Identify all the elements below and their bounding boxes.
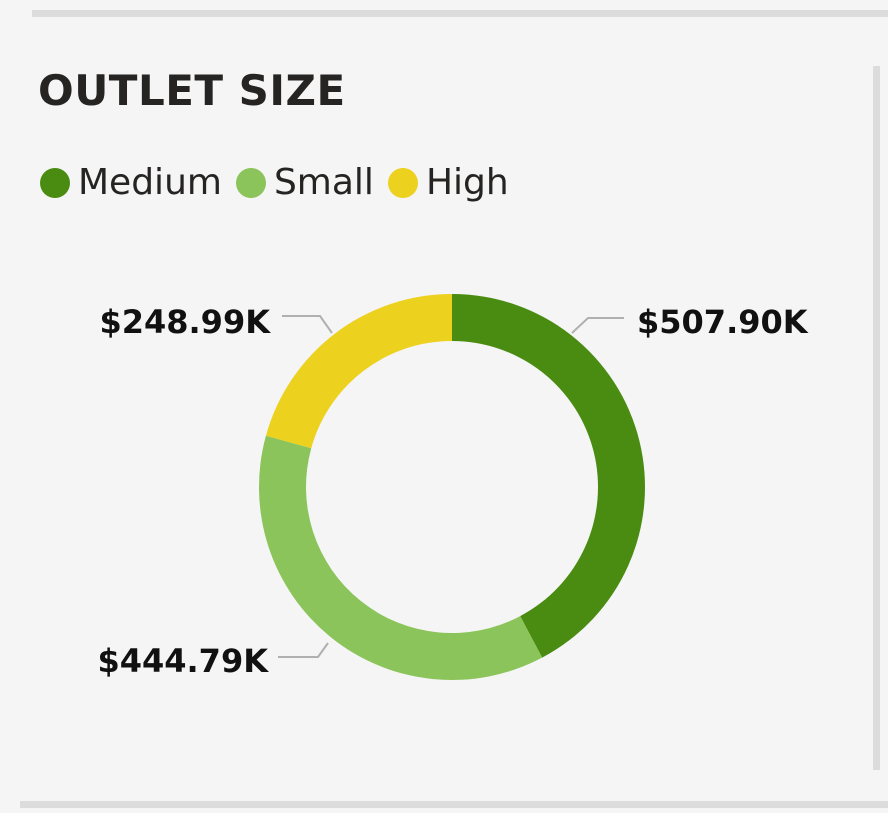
data-label-small: $444.79K (97, 642, 269, 680)
chart-title: OUTLET SIZE (38, 66, 346, 115)
legend-item-high[interactable]: High (387, 162, 509, 203)
legend-dot-high (387, 167, 418, 198)
legend-dot-medium (40, 167, 70, 198)
legend-item-medium[interactable]: Medium (40, 162, 222, 203)
legend-label-medium: Medium (78, 162, 222, 203)
legend: Medium Small High (40, 162, 523, 203)
donut-slice-medium[interactable] (452, 294, 645, 658)
leader-line-small (278, 642, 329, 658)
legend-item-small[interactable]: Small (235, 162, 374, 203)
donut-slice-high[interactable] (265, 294, 452, 449)
leader-line-medium (571, 317, 624, 334)
legend-dot-small (235, 167, 266, 198)
data-label-medium: $507.90K (637, 303, 809, 341)
donut-slice-small[interactable] (259, 435, 543, 680)
top-divider (32, 10, 888, 17)
data-label-high: $248.99K (99, 303, 271, 341)
legend-label-small: Small (273, 162, 374, 203)
legend-label-high: High (425, 162, 509, 203)
leader-line-high (282, 315, 333, 334)
right-divider (873, 66, 880, 770)
bottom-divider (20, 801, 888, 808)
